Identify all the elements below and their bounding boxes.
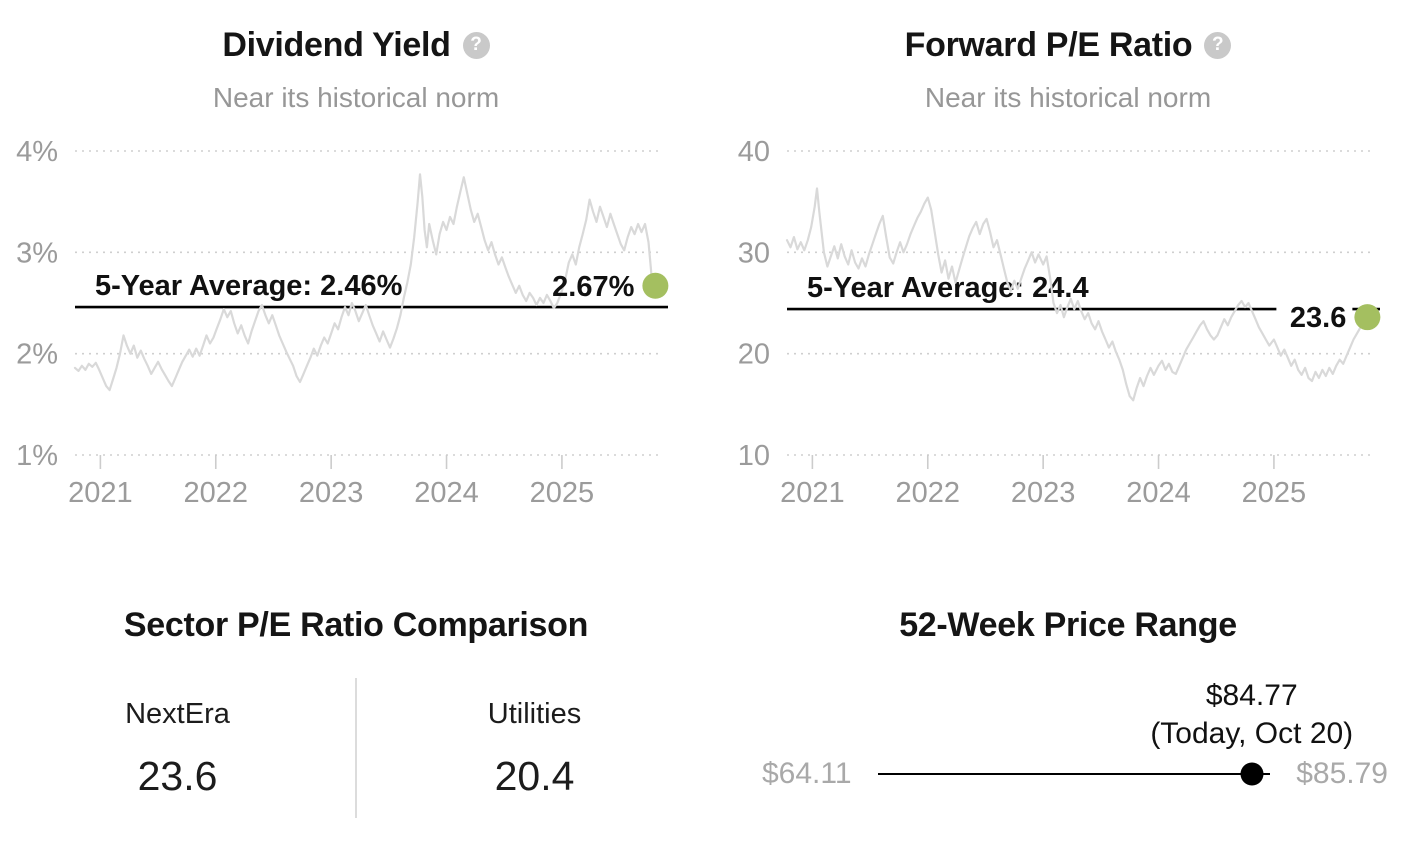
- sector-comparison-title: Sector P/E Ratio Comparison: [123, 606, 589, 644]
- y-axis-label: 10: [738, 440, 770, 472]
- x-axis-label: 2024: [414, 477, 479, 509]
- nextera-value: 23.6: [137, 753, 218, 799]
- x-axis-label: 2025: [1242, 477, 1307, 509]
- x-axis-label: 2021: [780, 477, 845, 509]
- dividend-yield-subtitle: Near its historical norm: [212, 82, 500, 113]
- x-axis-label: 2022: [896, 477, 961, 509]
- utilities-column: Utilities 20.4: [357, 678, 712, 818]
- x-axis-label: 2023: [1011, 477, 1076, 509]
- price-low-label: $64.11: [762, 757, 852, 790]
- price-current-label: $84.77: [1205, 679, 1298, 712]
- price-range-row: $64.11 $84.77 (Today, Oct 20) $85.79: [712, 679, 1424, 791]
- utilities-label: Utilities: [487, 698, 582, 730]
- dividend-yield-panel: Dividend Yield ? Near its historical nor…: [0, 0, 712, 580]
- y-axis-label: 4%: [16, 136, 58, 168]
- forward-pe-subtitle: Near its historical norm: [924, 82, 1212, 113]
- column-divider: [355, 678, 357, 818]
- price-current-dot: [1240, 762, 1264, 786]
- x-axis-label: 2024: [1126, 477, 1191, 509]
- x-axis-label: 2022: [184, 477, 249, 509]
- price-range-track: $84.77 (Today, Oct 20): [877, 679, 1353, 786]
- summary-row: Sector P/E Ratio Comparison NextEra 23.6…: [0, 580, 1424, 856]
- y-axis-label: 30: [738, 237, 770, 269]
- price-current-callout: $84.77 (Today, Oct 20): [1150, 677, 1353, 753]
- current-value-label: 2.67%: [552, 271, 634, 303]
- price-range-title: 52-Week Price Range: [899, 606, 1237, 644]
- x-axis-label: 2021: [68, 477, 133, 509]
- help-icon[interactable]: ?: [462, 31, 490, 59]
- current-value-dot: [642, 272, 669, 299]
- forward-pe-title: Forward P/E Ratio: [904, 25, 1193, 64]
- sector-comparison-table: NextEra 23.6 Utilities 20.4: [0, 678, 712, 818]
- dividend-yield-title: Dividend Yield: [222, 25, 451, 64]
- price-range-panel: 52-Week Price Range $64.11 $84.77 (Today…: [712, 580, 1424, 856]
- current-value-dot: [1354, 304, 1381, 331]
- dividend-yield-chart: 4% 3% 2% 1% 2021 2022 2023 2024 2025 5-Year Avera…: [16, 136, 669, 509]
- utilities-value: 20.4: [494, 753, 575, 799]
- series-line: [785, 187, 1369, 402]
- x-axis-label: 2023: [299, 477, 364, 509]
- y-axis-label: 2%: [16, 339, 58, 371]
- valuation-charts-row: Dividend Yield ? Near its historical nor…: [0, 0, 1424, 580]
- nextera-column: NextEra 23.6: [0, 678, 355, 818]
- y-axis-label: 1%: [16, 440, 58, 472]
- x-axis-label: 2025: [530, 477, 595, 509]
- forward-pe-panel: Forward P/E Ratio ? Near its historical …: [712, 0, 1424, 580]
- average-label: 5-Year Average: 2.46%: [95, 270, 403, 302]
- current-value-label-bg: [1276, 299, 1353, 336]
- current-value-label: 23.6: [1290, 302, 1346, 334]
- price-current-date: (Today, Oct 20): [1150, 717, 1354, 750]
- sector-comparison-panel: Sector P/E Ratio Comparison NextEra 23.6…: [0, 580, 712, 856]
- dividend-yield-title-row: Dividend Yield ?: [0, 22, 712, 68]
- y-axis-label: 40: [738, 136, 770, 168]
- price-high-label: $85.79: [1296, 757, 1388, 790]
- nextera-label: NextEra: [125, 698, 230, 730]
- y-axis-label: 3%: [16, 237, 58, 269]
- y-axis-label: 20: [738, 339, 770, 371]
- help-icon[interactable]: ?: [1204, 31, 1232, 59]
- forward-pe-title-row: Forward P/E Ratio ?: [712, 22, 1424, 68]
- series-line: [73, 173, 657, 392]
